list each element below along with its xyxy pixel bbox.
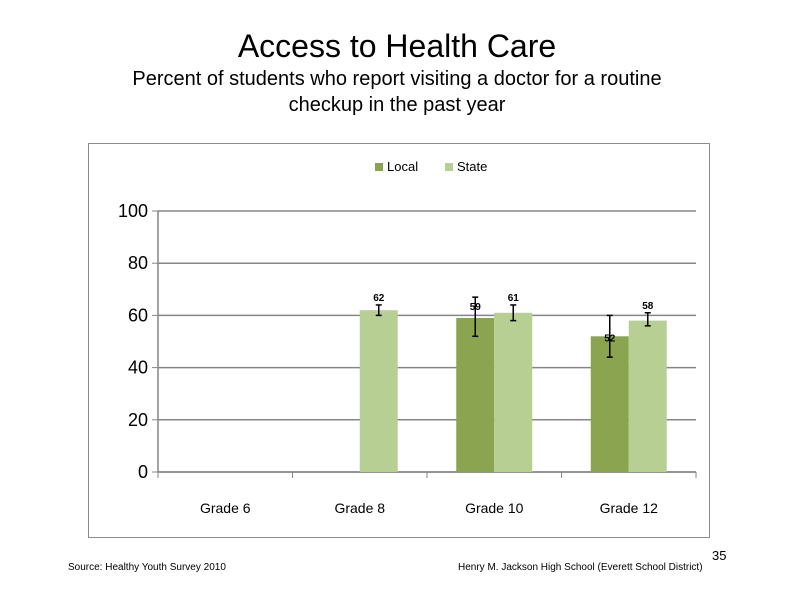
legend-swatch-state — [445, 163, 453, 171]
bar-state — [628, 320, 667, 472]
bar-local — [590, 336, 629, 472]
y-tick-label: 60 — [128, 305, 148, 325]
y-tick-label: 100 — [118, 201, 148, 221]
bar-chart: 0 20 40 60 80 100 Grade 6 Grade 8 Grade 10 Grade … — [118, 159, 697, 516]
x-tick-label: Grade 6 — [200, 500, 251, 516]
slide-title: Access to Health Care — [237, 28, 557, 64]
y-tick-label: 20 — [128, 410, 148, 430]
bar-local — [456, 318, 495, 472]
bar-state — [494, 312, 533, 472]
bar-state — [359, 310, 398, 472]
y-tick-label: 80 — [128, 253, 148, 273]
x-tick-label: Grade 10 — [465, 500, 524, 516]
school-name: Henry M. Jackson High School (Everett Sc… — [458, 562, 703, 573]
chart-frame: 0 20 40 60 80 100 Grade 6 Grade 8 Grade 10 Grade … — [88, 143, 710, 538]
legend-label-state: State — [457, 159, 487, 174]
data-label: 58 — [642, 301, 654, 312]
x-tick-label: Grade 12 — [600, 500, 659, 516]
data-label: 52 — [604, 333, 616, 344]
subtitle-line-1: Percent of students who report visiting … — [132, 68, 662, 90]
source-note: Source: Healthy Youth Survey 2010 — [68, 562, 226, 573]
data-label: 62 — [373, 293, 385, 304]
page-number: 35 — [712, 548, 727, 563]
subtitle-line-2: checkup in the past year — [288, 94, 506, 116]
legend-swatch-local — [375, 163, 383, 171]
legend-label-local: Local — [387, 159, 418, 174]
y-tick-label: 40 — [128, 358, 148, 378]
data-label: 61 — [508, 293, 520, 304]
data-label: 59 — [470, 302, 482, 313]
slide-subtitle: Percent of students who report visiting … — [60, 66, 734, 118]
x-tick-label: Grade 8 — [334, 500, 385, 516]
y-tick-label: 0 — [138, 462, 148, 482]
